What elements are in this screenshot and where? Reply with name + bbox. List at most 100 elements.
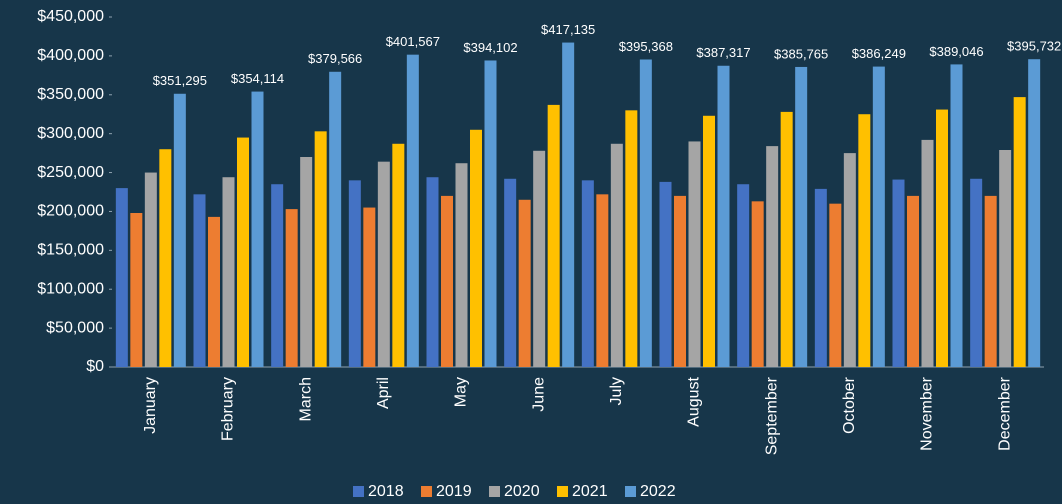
bar — [717, 65, 730, 367]
y-tick-label: $100,000 — [37, 280, 104, 297]
bar — [751, 201, 764, 367]
data-label: $379,566 — [308, 51, 362, 66]
y-tick-label: $350,000 — [37, 86, 104, 103]
data-label: $395,368 — [619, 39, 673, 54]
bar — [222, 177, 235, 367]
y-tick-label: $300,000 — [37, 125, 104, 142]
bar — [533, 150, 546, 367]
legend-swatch — [557, 486, 568, 497]
bar — [659, 181, 672, 367]
bar — [1028, 59, 1041, 368]
bar — [1013, 97, 1026, 367]
bar — [115, 188, 128, 367]
bar — [814, 188, 827, 367]
data-label: $354,114 — [231, 71, 284, 86]
bar — [581, 180, 594, 367]
bar — [504, 178, 517, 367]
bar — [639, 59, 652, 368]
bar — [829, 203, 842, 367]
bar — [674, 195, 686, 367]
bar — [780, 111, 793, 367]
x-tick-label: June — [530, 377, 547, 412]
bar — [251, 91, 264, 367]
bar — [144, 172, 157, 367]
data-label: $401,567 — [386, 34, 440, 49]
bar — [970, 178, 983, 367]
bar — [484, 60, 497, 367]
bar — [285, 209, 298, 367]
bar — [329, 71, 342, 368]
bar — [518, 199, 531, 367]
data-label: $417,135 — [541, 22, 595, 37]
bar — [159, 149, 172, 367]
bar — [173, 93, 186, 367]
legend-label: 2021 — [572, 483, 608, 500]
x-tick-label: April — [375, 377, 392, 409]
bar — [596, 194, 609, 367]
bar — [766, 146, 779, 367]
y-tick-label: $400,000 — [37, 47, 104, 64]
bar — [984, 195, 997, 367]
bar — [237, 137, 249, 367]
x-tick-label: December — [996, 376, 1013, 450]
y-tick-label: $50,000 — [46, 319, 104, 336]
x-tick-label: August — [686, 376, 703, 426]
bar — [406, 54, 419, 368]
y-tick-label: $200,000 — [37, 203, 104, 220]
bar — [271, 184, 284, 367]
bar — [300, 157, 313, 367]
bar — [392, 143, 405, 367]
bar — [562, 42, 575, 367]
bar — [455, 163, 468, 367]
bar — [703, 115, 715, 368]
legend-label: 2020 — [504, 483, 540, 500]
legend-swatch — [421, 486, 432, 497]
bar — [348, 180, 361, 367]
data-label: $351,295 — [153, 73, 207, 88]
bar — [737, 184, 750, 367]
data-label: $395,732 — [1007, 39, 1061, 54]
bar — [950, 64, 963, 368]
bar — [858, 114, 871, 367]
legend-swatch — [625, 486, 636, 497]
bar — [872, 66, 885, 368]
bar — [314, 131, 327, 367]
bar — [688, 141, 701, 367]
legend-label: 2022 — [640, 483, 676, 500]
x-tick-label: September — [763, 376, 780, 455]
y-tick-label: $250,000 — [37, 164, 104, 181]
x-tick-label: May — [453, 377, 470, 407]
x-tick-label: January — [142, 377, 159, 434]
x-tick-label: October — [841, 376, 858, 434]
bar — [377, 161, 390, 367]
data-label: $394,102 — [463, 40, 517, 55]
data-label: $386,249 — [852, 46, 906, 61]
bar — [921, 139, 934, 367]
legend-label: 2019 — [436, 483, 472, 500]
legend-label: 2018 — [368, 483, 404, 500]
y-tick-label: $150,000 — [37, 242, 104, 259]
bar — [999, 150, 1012, 367]
bar — [936, 109, 948, 368]
y-tick-label: $0 — [86, 358, 104, 375]
bar — [208, 216, 220, 367]
bar — [625, 110, 638, 367]
bar — [363, 207, 376, 367]
bar — [426, 177, 439, 367]
bar — [795, 66, 808, 367]
bar — [193, 194, 206, 367]
bar — [892, 179, 905, 367]
bar — [547, 104, 560, 367]
legend-swatch — [489, 486, 500, 497]
x-tick-label: February — [220, 377, 237, 441]
bar — [907, 195, 919, 367]
y-tick-label: $450,000 — [37, 8, 104, 25]
data-label: $389,046 — [929, 44, 983, 59]
x-tick-label: March — [297, 377, 314, 421]
legend-swatch — [353, 486, 364, 497]
x-tick-label: November — [919, 376, 936, 450]
x-tick-label: July — [608, 377, 625, 405]
bar — [610, 143, 623, 367]
bar — [470, 129, 482, 367]
